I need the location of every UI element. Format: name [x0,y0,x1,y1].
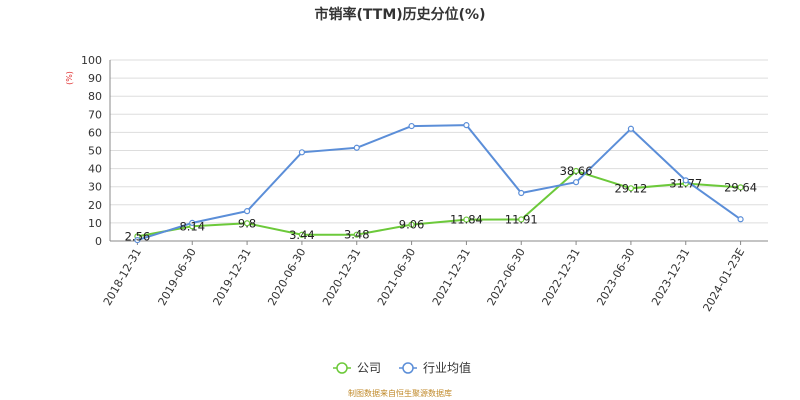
y-axis-unit: (%) [65,71,74,85]
y-tick-label: 10 [88,217,102,230]
data-point [408,221,415,228]
data-label: 9.06 [399,218,425,232]
data-point [572,179,580,186]
data-point [353,144,360,151]
data-point [298,231,306,238]
data-label: 31.77 [669,176,702,190]
data-label: 38.66 [560,164,593,178]
x-tick-label: 2019-12-31 [210,246,253,308]
y-tick-label: 0 [95,235,102,248]
data-label: 9.8 [238,216,256,230]
x-tick-label: 2018-12-31 [101,246,144,308]
x-tick-label: 2019-06-30 [156,246,199,308]
y-tick-label: 60 [88,126,102,139]
y-tick-label: 70 [88,108,102,121]
data-point [298,149,306,156]
gridlines [110,59,768,242]
y-tick-label: 50 [88,145,102,158]
data-point [572,167,580,175]
series-line-1 [137,170,741,238]
x-tick-label: 2021-12-31 [430,246,473,308]
data-point [243,220,251,227]
data-point [627,125,635,132]
data-point [682,177,689,184]
x-tick-label: 2022-06-30 [485,246,528,308]
data-label: 3.48 [344,228,370,242]
x-tick-label: 2021-06-30 [375,246,418,308]
data-label: 11.91 [505,212,538,226]
chart-title: 市销率(TTM)历史分位(%) [315,6,486,23]
y-tick-label: 30 [88,181,102,194]
data-label: 29.64 [724,180,757,194]
x-tick-label: 2020-06-30 [265,246,308,308]
data-point [737,184,744,191]
data-label: 8.14 [179,219,205,233]
data-point [737,216,744,223]
data-label: 2.56 [125,229,151,243]
x-tick-label: 2020-12-31 [320,246,363,308]
data-label: 11.84 [450,213,483,227]
x-tick-label: 2024-01-23E [700,246,747,314]
data-point [243,208,251,215]
legend: 公司 行业均值 [333,360,471,375]
source-note: 制图数据来自恒生聚源数据库 [348,388,452,398]
y-tick-label: 40 [88,163,102,176]
legend-label-1: 公司 [357,361,381,375]
x-tick-label: 2023-12-31 [649,246,692,308]
y-tick-label: 20 [88,199,102,212]
data-point [408,122,415,130]
x-tick-label: 2023-06-30 [594,246,637,308]
data-point [518,216,525,223]
data-point [353,231,360,238]
y-tick-label: 90 [88,72,102,85]
data-point [463,122,470,129]
data-point [134,236,141,244]
legend-label-2: 行业均值 [423,360,471,375]
y-tick-label: 80 [88,90,102,103]
data-label: 3.44 [289,228,315,242]
legend-marker-1 [336,362,348,374]
series-layer [134,122,744,244]
legend-marker-2 [402,362,414,374]
x-tick-label: 2022-12-31 [539,246,582,308]
data-point [518,189,525,197]
data-point [463,216,470,223]
y-tick-label: 100 [81,54,102,67]
series-line-2 [137,124,742,242]
data-labels: 2.56 8.14 9.8 3.44 3.48 9.06 11.84 11.91 38.66 29… [125,164,757,243]
data-label: 29.12 [614,181,647,195]
data-point [189,219,196,226]
data-point [627,185,635,192]
